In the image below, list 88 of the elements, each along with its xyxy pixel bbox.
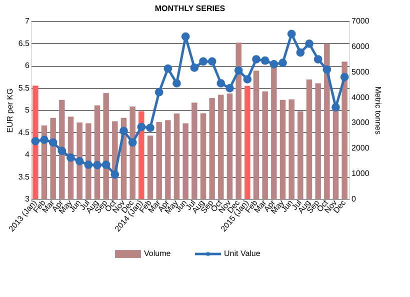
y-tick-label: 5.5 (18, 83, 30, 92)
point (208, 57, 216, 66)
point (110, 170, 120, 179)
bar (182, 123, 188, 199)
point (332, 103, 340, 112)
y2-tick-label: 5000 (352, 67, 370, 76)
y-tick-label: 3.5 (18, 172, 30, 182)
point (58, 146, 66, 156)
bar (218, 94, 224, 199)
bar (192, 102, 198, 199)
y-tick-label: 6 (25, 61, 30, 70)
point (260, 56, 270, 65)
point (48, 138, 58, 147)
bar (103, 92, 109, 199)
y2-axis-title: Metric tonnes (373, 86, 382, 135)
point (128, 138, 137, 147)
point (287, 30, 296, 38)
legend-label: Volume (144, 249, 172, 258)
bar (236, 42, 242, 199)
bar (200, 113, 206, 199)
point (181, 32, 190, 41)
y2-tick-label: 1000 (352, 169, 370, 178)
bar (32, 86, 38, 199)
point (137, 122, 146, 132)
bar (138, 111, 144, 199)
bar (174, 114, 180, 199)
point (305, 40, 314, 48)
bar (298, 111, 304, 199)
bar (226, 93, 233, 199)
point (243, 75, 252, 84)
y-tick-label: 7 (25, 16, 30, 26)
point (146, 124, 154, 132)
y2-tick-label: 0 (352, 194, 356, 204)
point (296, 48, 305, 57)
bar (288, 99, 294, 199)
point (154, 88, 164, 96)
bar (342, 62, 348, 199)
point (102, 160, 110, 169)
bar (130, 106, 136, 199)
y-tick-label: 6.5 (18, 38, 30, 48)
y-axis-title: EUR per KG (5, 88, 14, 133)
bar (209, 98, 215, 199)
point (93, 161, 102, 170)
bar (244, 86, 250, 199)
bar (165, 120, 171, 199)
chart-title: MONTHLY SERIES (154, 4, 226, 13)
bar (332, 110, 339, 199)
point (216, 79, 226, 88)
y2-tick-label: 4000 (352, 92, 370, 102)
point (314, 55, 322, 64)
bar (147, 136, 154, 199)
bar (271, 66, 277, 199)
point (199, 57, 208, 66)
point (66, 153, 75, 162)
y2-tick-label: 2000 (352, 144, 370, 153)
point (84, 160, 93, 169)
bar (59, 100, 65, 199)
y-tick-label: 4 (25, 150, 30, 159)
point (120, 126, 128, 136)
point (172, 79, 181, 88)
bar (156, 122, 162, 199)
bar (253, 70, 260, 199)
point (278, 58, 287, 68)
y-tick-label: 3 (25, 194, 30, 204)
bar (306, 79, 312, 199)
y2-tick-label: 3000 (352, 118, 370, 128)
point (322, 65, 332, 74)
y2-tick-label: 6000 (352, 42, 370, 51)
bar (76, 122, 82, 199)
bar (262, 91, 268, 199)
point (75, 157, 84, 166)
legend-label: Unit Value (224, 249, 261, 258)
point (340, 72, 349, 82)
bar (315, 83, 321, 199)
y-tick-label: 5 (25, 106, 30, 114)
point (226, 84, 234, 92)
y-tick-label: 4.5 (18, 128, 30, 137)
bar (50, 118, 56, 199)
y2-tick-label: 7000 (352, 16, 370, 26)
point (40, 136, 48, 144)
point (190, 64, 199, 72)
bar (324, 44, 330, 199)
point (31, 136, 40, 146)
point (234, 66, 243, 75)
point (252, 55, 260, 64)
bar (280, 100, 286, 199)
point (270, 60, 278, 68)
point (164, 64, 172, 73)
